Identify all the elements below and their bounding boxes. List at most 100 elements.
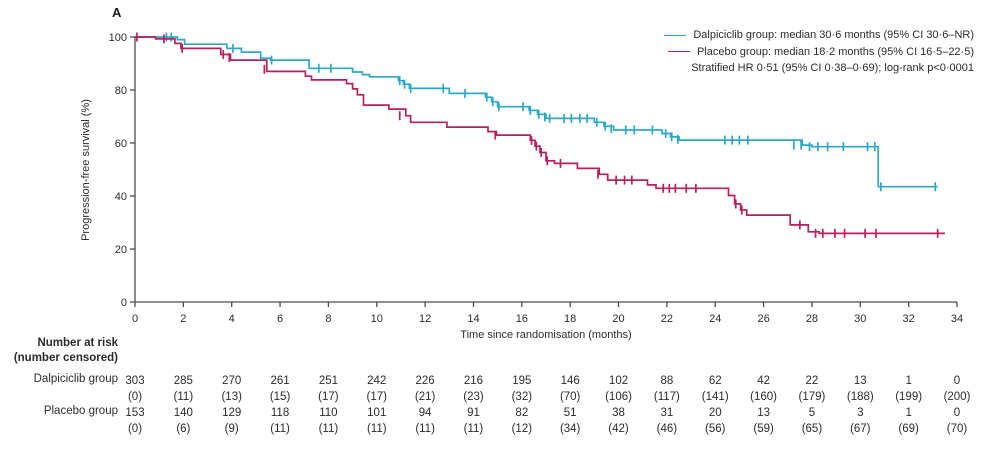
x-tick-label: 12 [419, 313, 431, 325]
risk-at-risk-cell: 42 [757, 375, 770, 387]
risk-censored-cell: (21) [415, 391, 436, 403]
risk-at-risk-cell: 140 [174, 407, 193, 419]
risk-censored-cell: (11) [319, 423, 339, 435]
x-tick-label: 10 [371, 313, 383, 325]
risk-at-risk-cell: 22 [806, 375, 819, 387]
risk-censored-cell: (46) [657, 423, 678, 435]
risk-at-risk-cell: 195 [512, 375, 531, 387]
panel-label: A [112, 5, 122, 20]
x-tick-label: 24 [709, 313, 721, 325]
placebo-line-swatch [668, 51, 690, 53]
km-curve-dalpiciclib [135, 36, 938, 188]
risk-censored-cell: (13) [221, 391, 242, 403]
risk-censored-cell: (17) [318, 391, 339, 403]
risk-censored-cell: (117) [654, 391, 680, 403]
legend: Dalpiciclib group: median 30·6 months (9… [664, 27, 974, 77]
risk-censored-cell: (34) [560, 423, 581, 435]
risk-row-label-dalpiciclib: Dalpiciclib group [33, 373, 118, 385]
risk-censored-cell: (11) [367, 423, 387, 435]
x-tick-label: 0 [132, 313, 138, 325]
risk-censored-cell: (9) [225, 423, 239, 435]
x-tick-label: 2 [180, 313, 186, 325]
risk-at-risk-cell: 226 [416, 375, 435, 387]
x-tick-label: 34 [951, 313, 963, 325]
x-tick-label: 28 [806, 313, 818, 325]
x-tick-label: 14 [467, 313, 479, 325]
risk-at-risk-cell: 3 [857, 407, 863, 419]
risk-censored-cell: (32) [512, 391, 533, 403]
risk-table-header-2: (number censored) [13, 352, 118, 364]
risk-censored-cell: (11) [415, 423, 435, 435]
axis-lines [134, 37, 957, 303]
risk-at-risk-cell: 91 [467, 407, 480, 419]
y-tick-label: 80 [115, 85, 127, 97]
risk-at-risk-cell: 285 [174, 375, 193, 387]
legend-label: Dalpiciclib group: median 30·6 months (9… [693, 29, 974, 41]
risk-censored-cell: (188) [847, 391, 874, 403]
risk-at-risk-cell: 261 [270, 375, 289, 387]
risk-at-risk-cell: 51 [564, 407, 577, 419]
risk-at-risk-cell: 94 [419, 407, 432, 419]
x-tick-label: 26 [757, 313, 769, 325]
risk-at-risk-cell: 129 [222, 407, 241, 419]
x-axis-title: Time since randomisation (months) [460, 329, 632, 341]
risk-at-risk-cell: 62 [709, 375, 722, 387]
risk-at-risk-cell: 5 [809, 407, 815, 419]
risk-at-risk-cell: 251 [319, 375, 338, 387]
y-tick-label: 20 [115, 244, 127, 256]
risk-at-risk-cell: 242 [367, 375, 386, 387]
risk-censored-cell: (106) [605, 391, 632, 403]
risk-censored-cell: (69) [898, 423, 919, 435]
x-tick-label: 16 [516, 313, 528, 325]
risk-censored-cell: (12) [512, 423, 533, 435]
risk-censored-cell: (179) [799, 391, 826, 403]
x-tick-label: 8 [325, 313, 331, 325]
risk-at-risk-cell: 0 [954, 375, 960, 387]
y-tick-label: 0 [121, 297, 127, 309]
risk-censored-cell: (0) [128, 423, 142, 435]
risk-censored-cell: (70) [560, 391, 581, 403]
risk-censored-cell: (11) [174, 391, 194, 403]
legend-note: Stratified HR 0·51 (95% CI 0·38–0·69); l… [664, 60, 974, 77]
risk-censored-cell: (0) [128, 391, 142, 403]
risk-row-label-placebo: Placebo group [43, 405, 118, 417]
risk-at-risk-cell: 20 [709, 407, 722, 419]
y-tick-label: 60 [115, 138, 127, 150]
legend-entry-dalpiciclib: Dalpiciclib group: median 30·6 months (9… [664, 27, 974, 44]
x-tick-label: 30 [854, 313, 866, 325]
risk-censored-cell: (42) [608, 423, 629, 435]
stratified-hr-note: Stratified HR 0·51 (95% CI 0·38–0·69); l… [691, 62, 974, 74]
x-tick-label: 18 [564, 313, 576, 325]
risk-censored-cell: (67) [850, 423, 871, 435]
risk-censored-cell: (17) [367, 391, 388, 403]
risk-at-risk-cell: 38 [612, 407, 625, 419]
risk-at-risk-cell: 13 [854, 375, 867, 387]
risk-at-risk-cell: 110 [319, 407, 337, 419]
risk-censored-cell: (56) [705, 423, 726, 435]
risk-censored-cell: (15) [270, 391, 291, 403]
km-curve-placebo [135, 36, 945, 235]
risk-at-risk-cell: 31 [660, 407, 673, 419]
x-tick-label: 22 [661, 313, 673, 325]
risk-at-risk-cell: 303 [125, 375, 144, 387]
risk-at-risk-cell: 13 [757, 407, 770, 419]
x-tick-label: 32 [903, 313, 915, 325]
risk-censored-cell: (23) [463, 391, 484, 403]
risk-censored-cell: (200) [944, 391, 971, 403]
y-axis-title: Progression-free survival (%) [80, 99, 92, 241]
risk-at-risk-cell: 146 [561, 375, 580, 387]
legend-entry-placebo: Placebo group: median 18·2 months (95% C… [664, 44, 974, 61]
risk-censored-cell: (160) [750, 391, 777, 403]
risk-censored-cell: (65) [802, 423, 823, 435]
x-tick-label: 20 [612, 313, 624, 325]
risk-censored-cell: (11) [464, 423, 484, 435]
risk-at-risk-cell: 102 [609, 375, 628, 387]
risk-at-risk-cell: 0 [954, 407, 960, 419]
risk-at-risk-cell: 1 [905, 375, 911, 387]
dalpiciclib-line-swatch [664, 34, 687, 36]
x-tick-label: 6 [277, 313, 283, 325]
risk-at-risk-cell: 153 [125, 407, 144, 419]
legend-label: Placebo group: median 18·2 months (95% C… [697, 45, 974, 58]
